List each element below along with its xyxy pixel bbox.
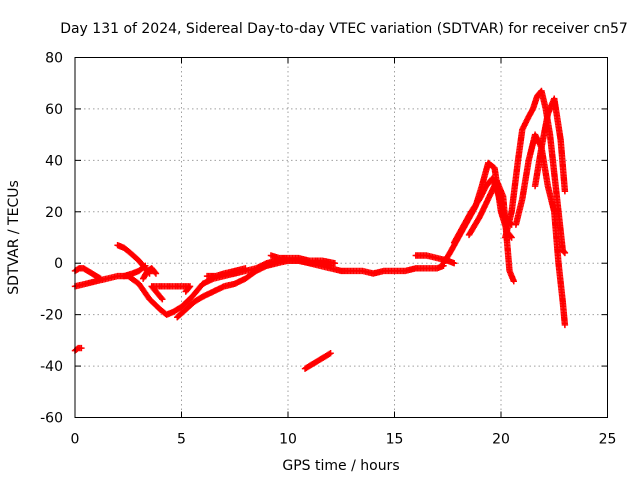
chart-title: Day 131 of 2024, Sidereal Day-to-day VTE…: [60, 21, 628, 37]
data-point-marker: [450, 260, 458, 267]
y-tick-label: -40: [40, 359, 63, 375]
x-tick-label: 5: [177, 432, 186, 448]
y-tick-label: -20: [40, 308, 63, 324]
data-point-marker: [152, 270, 160, 277]
data-point-marker: [561, 321, 569, 329]
x-tick-label: 25: [599, 432, 617, 448]
x-tick-label: 20: [492, 432, 510, 448]
y-tick-label: 0: [54, 256, 63, 272]
axes: 0 5 10 15 20 25 -60 -40 -20 0 20 40 60 80: [40, 51, 616, 448]
data-point-marker: [242, 265, 249, 272]
plot-frame: [74, 57, 608, 418]
x-tick-label: 15: [386, 432, 404, 448]
data-point-marker: [182, 288, 189, 295]
grid: [75, 57, 608, 418]
x-axis-label: GPS time / hours: [282, 458, 399, 474]
y-axis-label: SDTVAR / TECUs: [6, 180, 22, 295]
data-point-marker: [331, 260, 339, 267]
data-point-marker: [151, 269, 159, 276]
data-point-marker: [78, 344, 85, 352]
x-tick-label: 0: [71, 432, 80, 448]
y-tick-label: 80: [45, 51, 63, 67]
data-point-marker: [561, 188, 569, 195]
y-tick-label: 60: [45, 102, 63, 118]
data-point-marker: [561, 249, 569, 257]
data-point-marker: [142, 262, 149, 269]
y-tick-label: 20: [45, 205, 63, 221]
y-tick-label: -60: [40, 411, 63, 427]
data-series: [71, 87, 569, 372]
data-point-marker: [183, 287, 190, 294]
x-tick-label: 10: [279, 432, 297, 448]
data-point-marker: [510, 278, 517, 285]
data-point-marker: [97, 275, 104, 282]
data-point-marker: [141, 263, 148, 270]
data-point-marker: [327, 350, 334, 357]
y-tick-label: 40: [45, 153, 63, 169]
